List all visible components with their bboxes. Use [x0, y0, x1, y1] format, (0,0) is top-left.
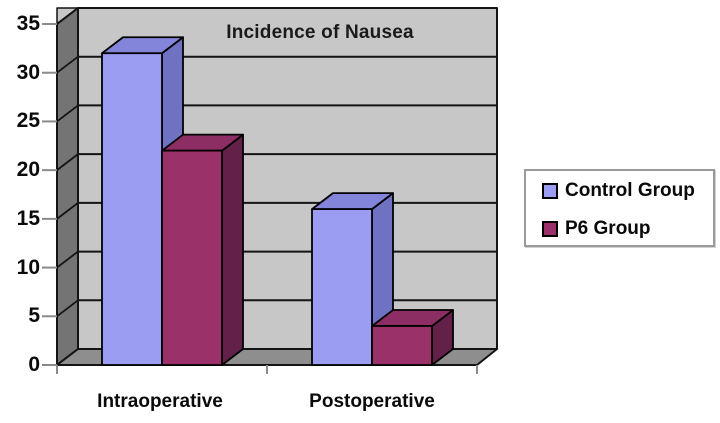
x-axis-label-intraoperative: Intraoperative [97, 391, 223, 412]
y-axis-label-20: 20 [16, 158, 40, 182]
legend-item-p6-group: P6 Group [542, 217, 713, 241]
bar-p6-intraoperative-front [161, 149, 223, 366]
y-axis-label-35: 35 [16, 12, 40, 35]
y-axis-label-30: 30 [16, 60, 40, 84]
y-axis-label-15: 15 [16, 206, 40, 230]
sidewall-gridline-5 [56, 299, 79, 318]
bar-control-postoperative-front [311, 208, 373, 366]
chart-title: Incidence of Nausea [226, 22, 414, 43]
plot-side-wall [56, 7, 79, 366]
legend-label-control-group: Control Group [565, 180, 695, 201]
y-axis-label-25: 25 [16, 109, 40, 133]
bar-p6-intraoperative-side [221, 133, 244, 366]
legend-swatch-p6-icon [542, 221, 558, 237]
bar-p6-postoperative-front [371, 325, 433, 366]
x-axis-label-postoperative: Postoperative [309, 391, 435, 412]
legend-label-p6-group: P6 Group [565, 218, 651, 239]
y-axis-label-0: 0 [28, 353, 40, 376]
sidewall-gridline-15 [56, 202, 79, 220]
sidewall-gridline-10 [56, 250, 79, 269]
legend-swatch-control-icon [542, 183, 558, 199]
sidewall-gridline-35 [56, 7, 79, 25]
sidewall-gridline-25 [56, 104, 79, 123]
legend: Control Group P6 Group [524, 169, 715, 247]
y-axis-label-5: 5 [28, 304, 40, 328]
y-axis-label-10: 10 [16, 255, 40, 279]
legend-item-control-group: Control Group [542, 179, 713, 203]
bar-control-intraoperative-front [101, 52, 163, 366]
sidewall-gridline-30 [56, 55, 79, 74]
sidewall-gridline-20 [56, 153, 79, 171]
